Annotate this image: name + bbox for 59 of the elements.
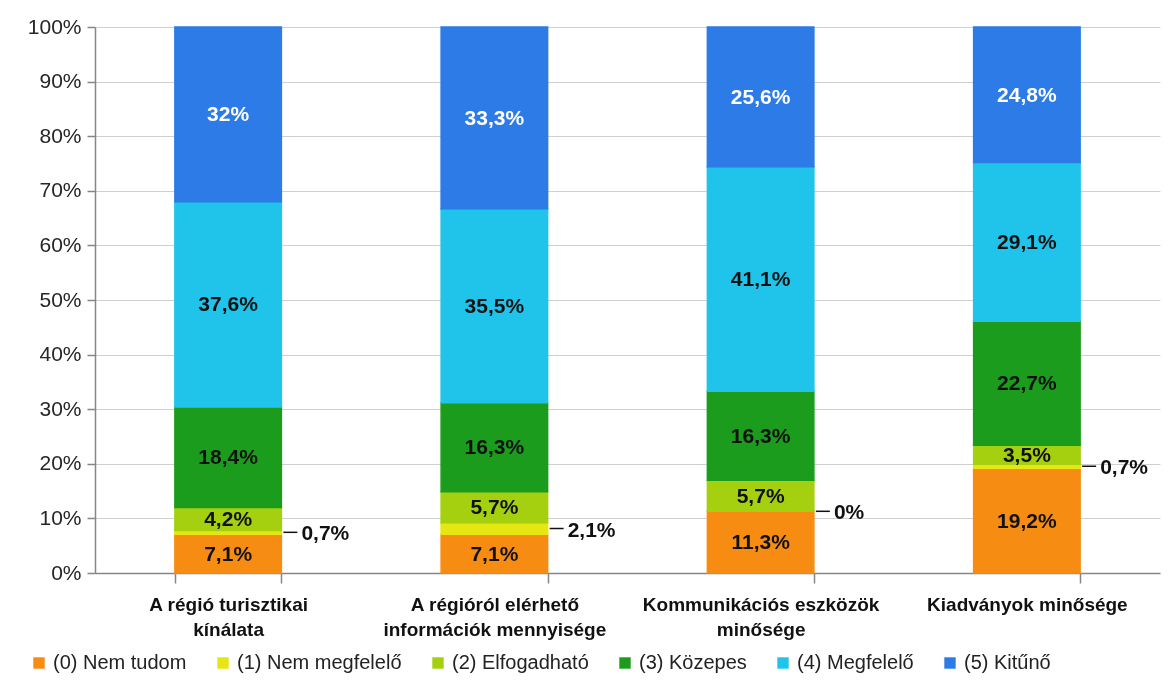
data-label: 19,2% xyxy=(997,508,1057,532)
y-tick-label: 60% xyxy=(39,232,82,256)
bar xyxy=(440,208,549,404)
data-label: 33,3% xyxy=(464,105,525,129)
y-tick-label: 10% xyxy=(39,505,82,529)
y-tick-label: 40% xyxy=(39,342,82,366)
data-label: 0% xyxy=(833,500,865,524)
legend-label: (5) Kitűnő xyxy=(964,651,1051,673)
bar xyxy=(174,200,283,408)
legend-label: (1) Nem megfelelő xyxy=(237,651,402,673)
legend-label: (0) Nem tudom xyxy=(53,651,187,673)
data-label: 5,7% xyxy=(736,483,785,507)
y-tick-label: 90% xyxy=(39,69,82,93)
bar xyxy=(440,401,549,493)
data-label: 2,1% xyxy=(567,517,616,541)
data-label: 25,6% xyxy=(730,84,791,108)
data-label: 0,7% xyxy=(301,521,350,545)
bar xyxy=(972,161,1081,323)
data-label: 7,1% xyxy=(470,541,519,565)
data-label: 3,5% xyxy=(1002,442,1052,466)
bar xyxy=(174,26,283,203)
data-label: 16,3% xyxy=(464,435,525,459)
x-tick-label: A régió turisztikai kínálata xyxy=(149,593,308,640)
legend-label: (2) Elfogadható xyxy=(452,651,589,673)
bar xyxy=(972,467,1081,574)
data-label: 41,1% xyxy=(730,266,791,290)
bar xyxy=(706,390,815,481)
y-tick-label: 70% xyxy=(39,178,82,202)
data-label: 0,7% xyxy=(1100,455,1149,479)
bar xyxy=(972,26,1081,164)
x-tick-label: Kiadványok minősége xyxy=(927,593,1128,615)
legend-label: (3) Közepes xyxy=(639,651,747,673)
bar xyxy=(706,26,815,168)
data-label: 32% xyxy=(207,102,250,126)
bar xyxy=(174,406,283,509)
data-label: 7,1% xyxy=(204,541,253,565)
data-label: 24,8% xyxy=(997,82,1057,106)
y-tick-label: 100% xyxy=(27,14,82,38)
bar xyxy=(972,320,1081,446)
data-label: 11,3% xyxy=(731,530,791,554)
bar xyxy=(706,166,815,392)
y-tick-label: 30% xyxy=(39,396,82,420)
data-label: 18,4% xyxy=(198,445,259,469)
data-label: 22,7% xyxy=(997,371,1057,395)
x-tick-label: A régióról elérhető információk mennyisége xyxy=(383,593,607,640)
y-tick-label: 0% xyxy=(51,560,82,584)
data-label: 37,6% xyxy=(198,292,259,316)
data-label: 4,2% xyxy=(204,506,253,530)
data-label: 29,1% xyxy=(997,229,1057,253)
x-tick-label: Kommunikációs eszközök minősége xyxy=(642,593,880,640)
data-label: 5,7% xyxy=(470,495,519,519)
y-tick-label: 20% xyxy=(39,451,82,475)
data-label: 35,5% xyxy=(464,293,525,317)
y-tick-label: 80% xyxy=(39,123,82,147)
legend-label: (4) Megfelelő xyxy=(797,651,914,673)
bar xyxy=(440,26,549,210)
bar xyxy=(706,510,815,574)
y-tick-label: 50% xyxy=(39,287,82,311)
data-label: 16,3% xyxy=(730,423,791,447)
